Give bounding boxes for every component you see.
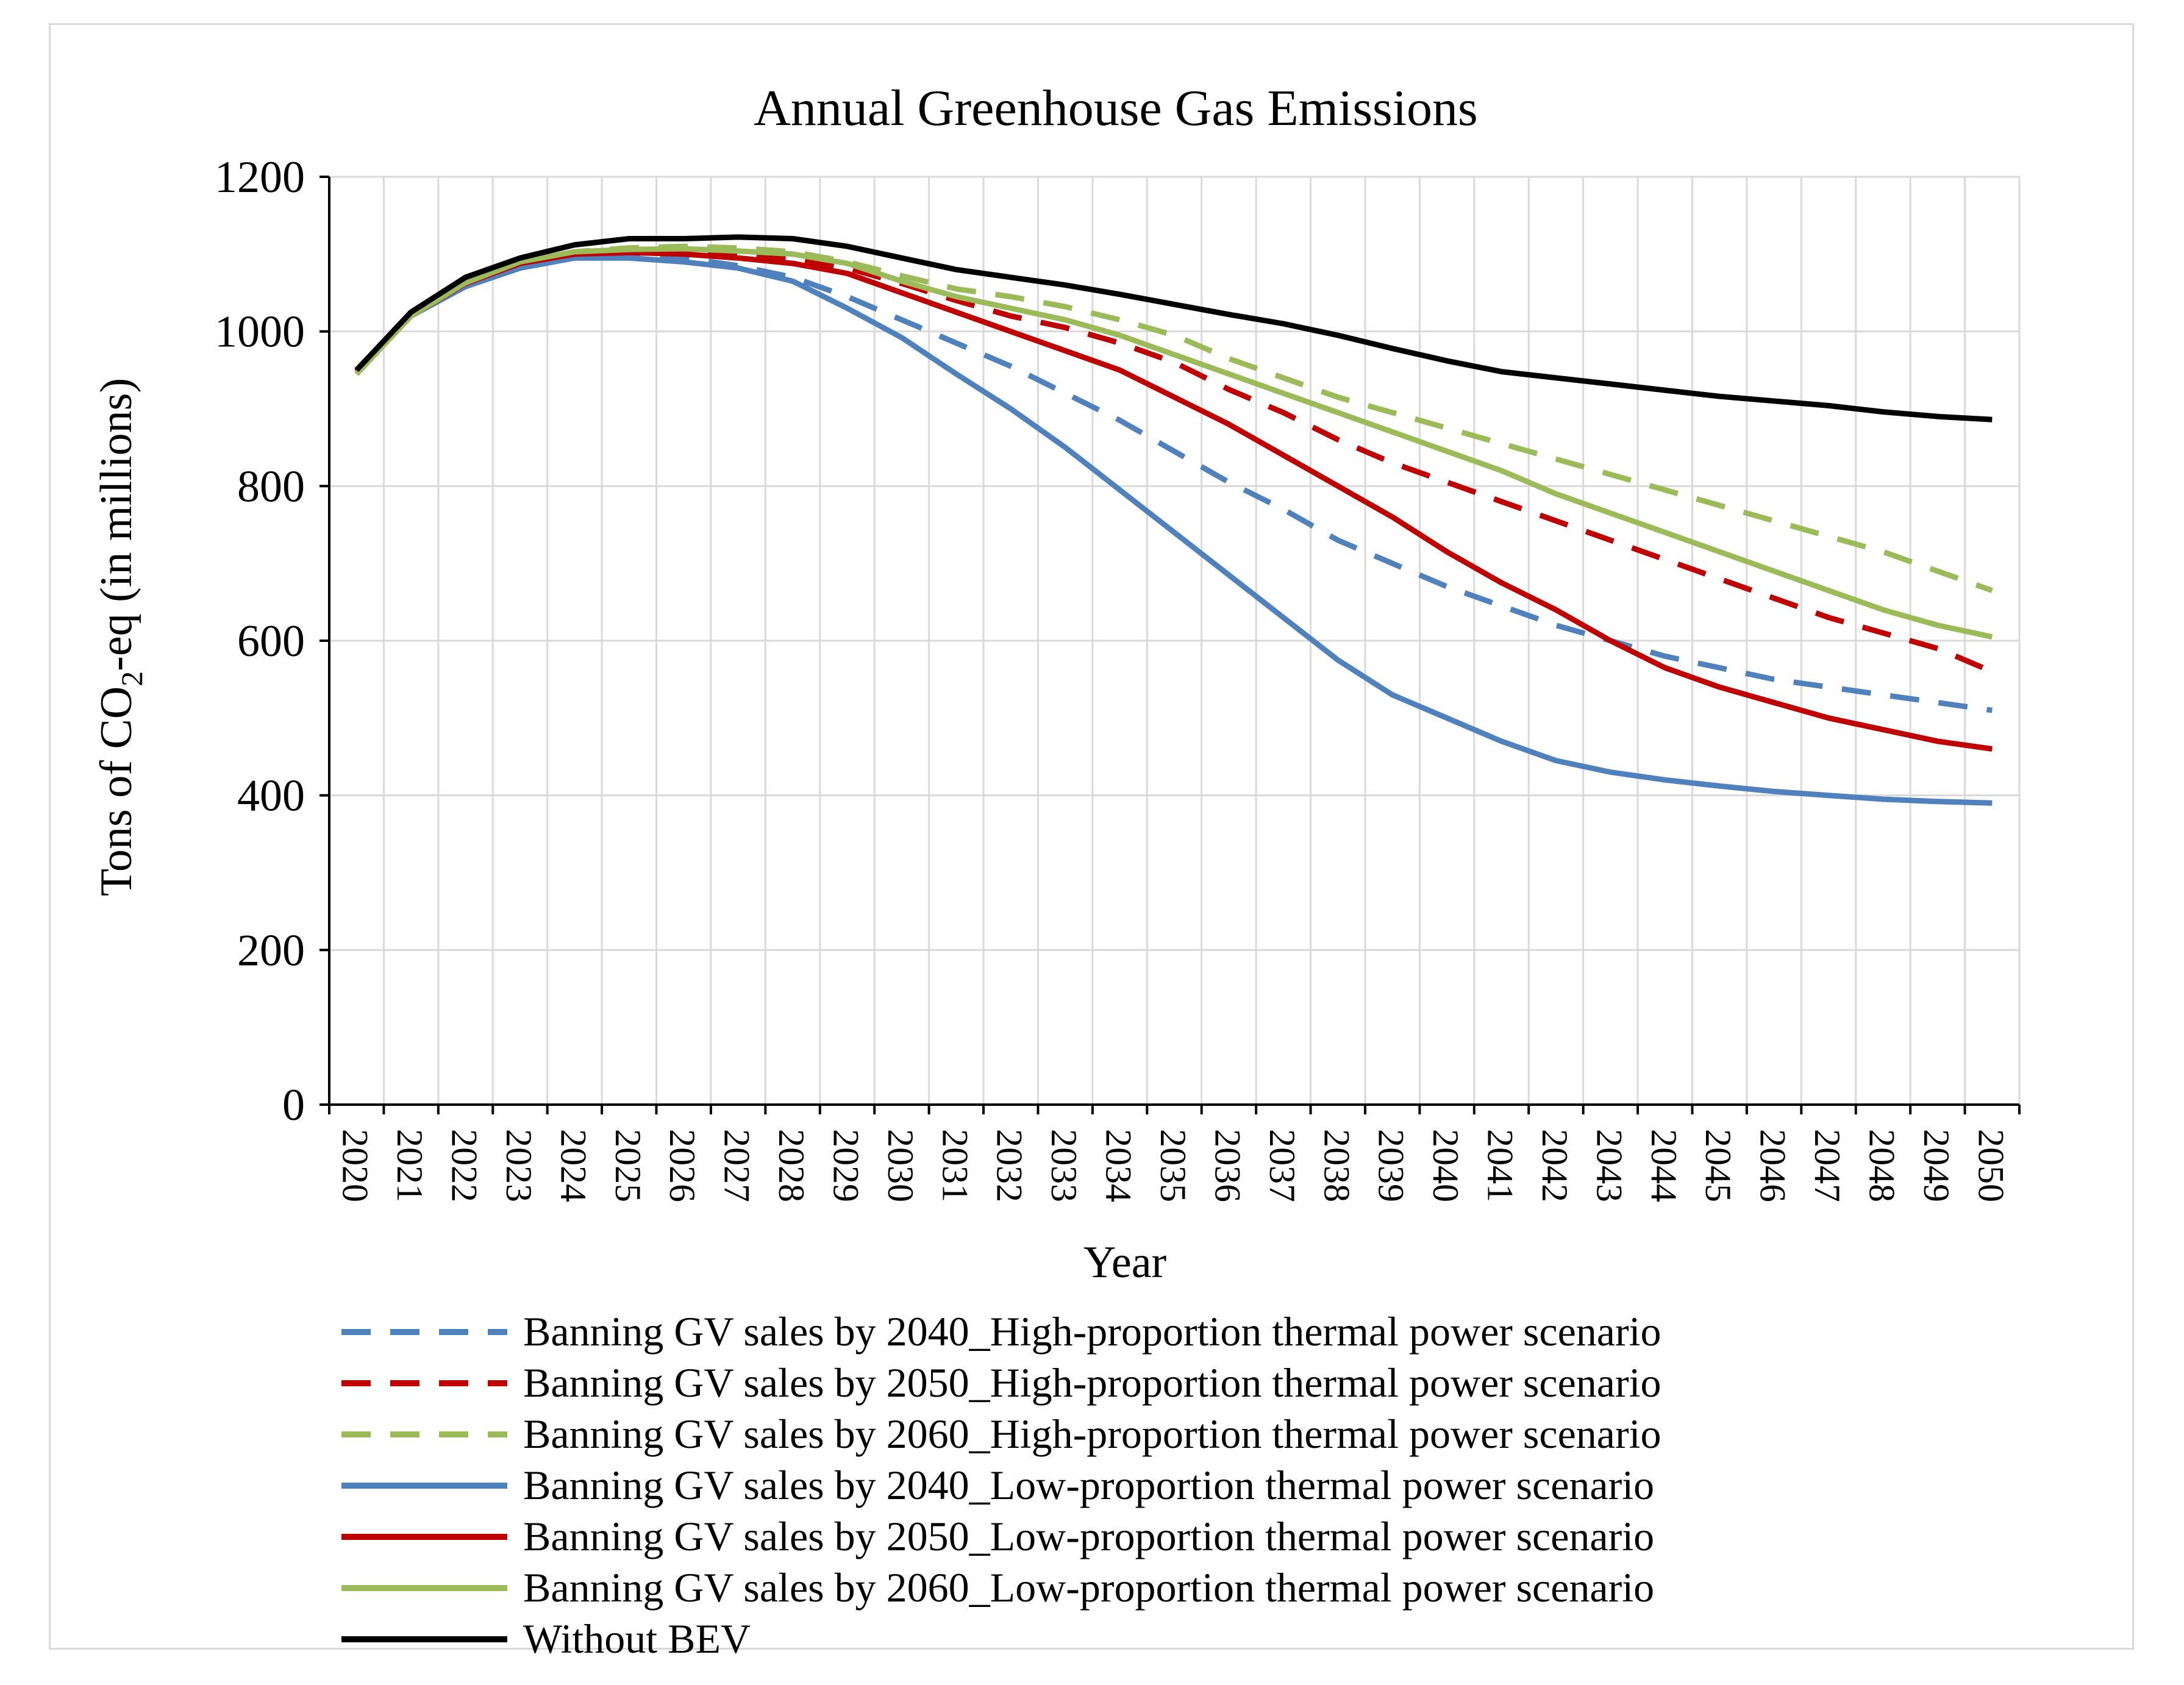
legend-item: Banning GV sales by 2050_Low-proportion … bbox=[341, 1513, 1654, 1559]
legend: Banning GV sales by 2040_High-proportion… bbox=[341, 1308, 1661, 1662]
x-tick-label: 2026 bbox=[662, 1129, 702, 1202]
x-tick-label: 2046 bbox=[1753, 1129, 1793, 1202]
x-tick-label: 2036 bbox=[1207, 1129, 1247, 1202]
x-tick-label: 2042 bbox=[1535, 1129, 1575, 1202]
y-axis-label-subscript: 2 bbox=[115, 671, 149, 686]
legend-item: Banning GV sales by 2040_High-proportion… bbox=[341, 1308, 1661, 1355]
x-tick-label: 2049 bbox=[1916, 1129, 1957, 1202]
y-tick-label: 1200 bbox=[215, 152, 305, 202]
legend-label: Banning GV sales by 2050_High-proportion… bbox=[523, 1359, 1661, 1406]
legend-label: Banning GV sales by 2060_High-proportion… bbox=[523, 1411, 1661, 1457]
chart-title: Annual Greenhouse Gas Emissions bbox=[754, 80, 1477, 137]
y-tick-label: 400 bbox=[237, 771, 305, 821]
x-tick-label: 2041 bbox=[1480, 1129, 1521, 1202]
chart-frame bbox=[49, 23, 2134, 1650]
legend-item: Banning GV sales by 2050_High-proportion… bbox=[341, 1359, 1661, 1406]
y-tick-label: 1000 bbox=[215, 307, 305, 357]
x-tick-label: 2048 bbox=[1861, 1129, 1902, 1202]
x-tick-label: 2023 bbox=[499, 1129, 539, 1202]
series-5 bbox=[354, 249, 1993, 752]
legend-label: Banning GV sales by 2050_Low-proportion … bbox=[523, 1513, 1654, 1559]
x-tick-label: 2037 bbox=[1262, 1129, 1302, 1202]
y-tick-label: 200 bbox=[237, 925, 305, 975]
legend-item: Banning GV sales by 2060_High-proportion… bbox=[341, 1411, 1661, 1457]
x-tick-label: 2040 bbox=[1426, 1129, 1466, 1202]
x-tick-label: 2028 bbox=[771, 1129, 812, 1202]
gridlines bbox=[329, 176, 2021, 1105]
x-tick-label: 2043 bbox=[1589, 1129, 1629, 1202]
y-axis-label: Tons of CO2-eq (in millions) bbox=[91, 378, 149, 896]
series-7 bbox=[354, 234, 1993, 422]
x-tick-label: 2030 bbox=[880, 1129, 921, 1202]
x-tick-label: 2050 bbox=[1971, 1129, 2011, 1202]
series-4 bbox=[354, 255, 1993, 806]
x-tick-label: 2020 bbox=[335, 1129, 376, 1202]
legend-label: Banning GV sales by 2040_Low-proportion … bbox=[523, 1462, 1654, 1508]
series-line bbox=[354, 246, 1993, 640]
x-tick-label: 2029 bbox=[826, 1129, 866, 1202]
legend-label: Without BEV bbox=[523, 1616, 751, 1662]
x-tick-label: 2039 bbox=[1371, 1129, 1411, 1202]
legend-item: Banning GV sales by 2040_Low-proportion … bbox=[341, 1462, 1654, 1508]
legend-label: Banning GV sales by 2060_Low-proportion … bbox=[523, 1564, 1654, 1611]
x-tick-label: 2027 bbox=[717, 1129, 757, 1202]
x-tick-label: 2022 bbox=[444, 1129, 485, 1202]
series-lines bbox=[354, 234, 1994, 806]
legend-item: Without BEV bbox=[341, 1616, 751, 1662]
y-tick-label: 800 bbox=[237, 461, 305, 511]
x-tick-label: 2035 bbox=[1153, 1129, 1193, 1202]
x-tick-label: 2044 bbox=[1644, 1129, 1684, 1202]
y-tick-label: 0 bbox=[282, 1080, 305, 1130]
y-tick-label: 600 bbox=[237, 616, 305, 666]
x-tick-label: 2021 bbox=[390, 1129, 430, 1202]
series-line bbox=[354, 249, 1993, 752]
legend-item: Banning GV sales by 2060_Low-proportion … bbox=[341, 1564, 1654, 1611]
x-tick-label: 2025 bbox=[608, 1129, 648, 1202]
x-axis-label: Year bbox=[1083, 1238, 1166, 1288]
x-tick-label: 2038 bbox=[1316, 1129, 1357, 1202]
series-line bbox=[354, 234, 1993, 422]
x-tick-label: 2031 bbox=[935, 1129, 975, 1202]
x-tick-labels: 2020 2021 2022 2023 2024 2025 2026 2027 2028 2029… bbox=[335, 1129, 2011, 1202]
legend-label: Banning GV sales by 2040_High-proportion… bbox=[523, 1308, 1661, 1355]
y-tick-labels: 0 200 400 600 800 1000 1200 bbox=[215, 152, 305, 1130]
x-tick-label: 2033 bbox=[1044, 1129, 1084, 1202]
x-tick-label: 2032 bbox=[990, 1129, 1030, 1202]
axes bbox=[319, 176, 2021, 1114]
y-axis-label-suffix: -eq (in millions) bbox=[91, 378, 141, 671]
x-tick-label: 2047 bbox=[1807, 1129, 1847, 1202]
y-axis-label-prefix: Tons of CO bbox=[91, 686, 141, 896]
series-6 bbox=[354, 246, 1993, 640]
series-line bbox=[354, 255, 1993, 806]
x-tick-label: 2034 bbox=[1099, 1129, 1139, 1202]
x-tick-label: 2024 bbox=[553, 1129, 593, 1202]
x-tick-label: 2045 bbox=[1698, 1129, 1738, 1202]
